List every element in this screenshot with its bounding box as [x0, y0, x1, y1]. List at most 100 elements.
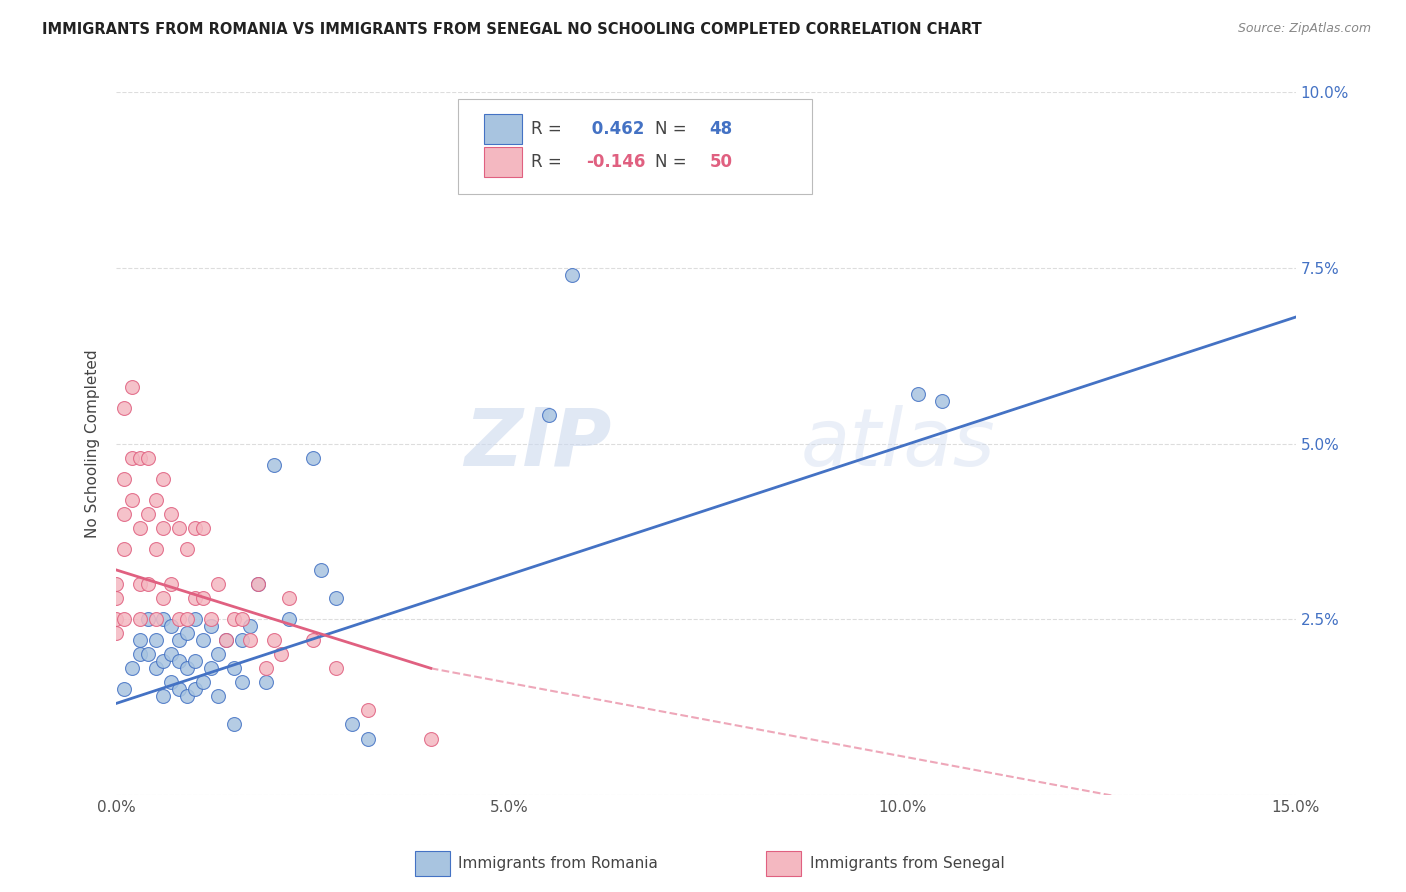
- Point: [128, 612, 150, 626]
- Text: Immigrants from Romania: Immigrants from Romania: [458, 856, 658, 871]
- Point: [128, 521, 150, 535]
- Point: [254, 661, 277, 675]
- Point: [231, 633, 253, 648]
- Point: [309, 563, 332, 577]
- Y-axis label: No Schooling Completed: No Schooling Completed: [86, 349, 100, 538]
- Point: [128, 647, 150, 661]
- Point: [136, 612, 159, 626]
- Point: [121, 492, 143, 507]
- Point: [419, 731, 441, 746]
- Point: [357, 731, 380, 746]
- Text: 0.462: 0.462: [586, 120, 644, 138]
- Point: [191, 633, 214, 648]
- Point: [167, 682, 190, 697]
- Point: [167, 521, 190, 535]
- Point: [121, 450, 143, 465]
- Point: [152, 654, 174, 668]
- Point: [200, 619, 222, 633]
- Point: [184, 521, 207, 535]
- Point: [128, 450, 150, 465]
- Point: [301, 633, 323, 648]
- Point: [145, 661, 167, 675]
- Point: [160, 619, 183, 633]
- Text: atlas: atlas: [800, 405, 995, 483]
- Point: [176, 690, 198, 704]
- Point: [931, 394, 953, 409]
- Point: [357, 703, 380, 717]
- Point: [160, 675, 183, 690]
- Point: [537, 409, 560, 423]
- Point: [152, 521, 174, 535]
- Point: [191, 521, 214, 535]
- Point: [184, 591, 207, 605]
- Point: [152, 472, 174, 486]
- Point: [200, 612, 222, 626]
- Text: N =: N =: [655, 120, 692, 138]
- Point: [325, 661, 347, 675]
- Point: [176, 612, 198, 626]
- Text: N =: N =: [655, 153, 692, 171]
- Point: [340, 717, 363, 731]
- Point: [128, 633, 150, 648]
- Point: [263, 458, 285, 472]
- Point: [200, 661, 222, 675]
- Point: [231, 612, 253, 626]
- Point: [105, 577, 128, 591]
- Point: [207, 690, 229, 704]
- Point: [215, 633, 238, 648]
- Point: [167, 654, 190, 668]
- Point: [184, 654, 207, 668]
- Point: [224, 661, 246, 675]
- Point: [207, 647, 229, 661]
- Point: [215, 633, 238, 648]
- Point: [152, 612, 174, 626]
- Point: [145, 612, 167, 626]
- Point: [167, 633, 190, 648]
- Text: -0.146: -0.146: [586, 153, 645, 171]
- Text: R =: R =: [531, 120, 568, 138]
- Text: Source: ZipAtlas.com: Source: ZipAtlas.com: [1237, 22, 1371, 36]
- Point: [121, 661, 143, 675]
- Point: [184, 682, 207, 697]
- Point: [561, 268, 583, 282]
- Point: [176, 626, 198, 640]
- Point: [112, 507, 135, 521]
- Point: [136, 507, 159, 521]
- Point: [176, 541, 198, 556]
- Point: [246, 577, 269, 591]
- Point: [160, 647, 183, 661]
- Point: [152, 591, 174, 605]
- Point: [160, 577, 183, 591]
- Point: [301, 450, 323, 465]
- Point: [136, 577, 159, 591]
- Point: [270, 647, 292, 661]
- Point: [136, 450, 159, 465]
- Point: [207, 577, 229, 591]
- Text: 48: 48: [710, 120, 733, 138]
- Point: [112, 612, 135, 626]
- FancyBboxPatch shape: [484, 147, 522, 177]
- Point: [112, 682, 135, 697]
- Text: IMMIGRANTS FROM ROMANIA VS IMMIGRANTS FROM SENEGAL NO SCHOOLING COMPLETED CORREL: IMMIGRANTS FROM ROMANIA VS IMMIGRANTS FR…: [42, 22, 981, 37]
- Point: [278, 591, 301, 605]
- Point: [105, 591, 128, 605]
- Point: [263, 633, 285, 648]
- Point: [325, 591, 347, 605]
- Point: [224, 717, 246, 731]
- Point: [105, 626, 128, 640]
- Text: Immigrants from Senegal: Immigrants from Senegal: [810, 856, 1005, 871]
- Point: [191, 675, 214, 690]
- Point: [152, 690, 174, 704]
- Point: [145, 541, 167, 556]
- FancyBboxPatch shape: [484, 114, 522, 144]
- Point: [254, 675, 277, 690]
- Point: [112, 472, 135, 486]
- Point: [160, 507, 183, 521]
- Point: [224, 612, 246, 626]
- Point: [167, 612, 190, 626]
- Point: [136, 647, 159, 661]
- Point: [105, 612, 128, 626]
- Point: [145, 633, 167, 648]
- Text: R =: R =: [531, 153, 568, 171]
- Point: [184, 612, 207, 626]
